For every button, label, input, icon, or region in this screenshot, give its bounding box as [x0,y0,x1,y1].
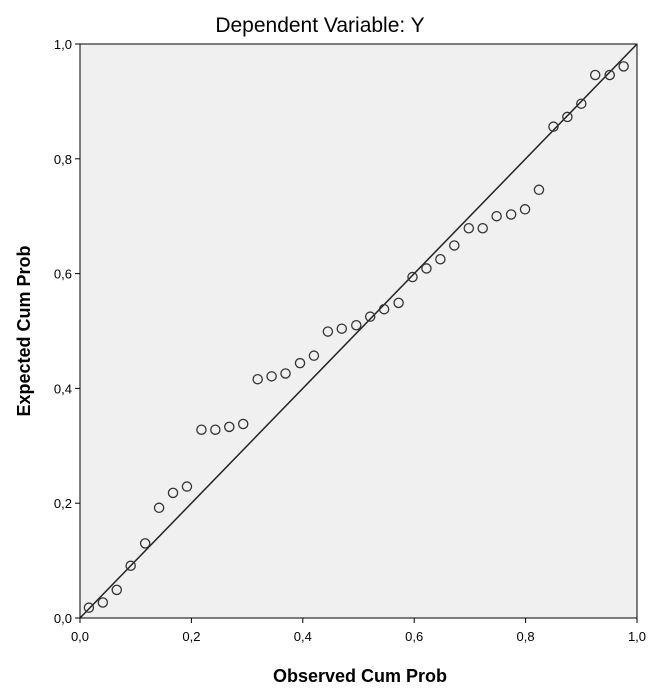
x-tick-label: 1,0 [628,629,646,644]
data-point [308,350,320,361]
y-tick-label: 0,0 [54,611,72,626]
data-points [83,61,629,613]
x-tick-label: 0,0 [71,629,89,644]
y-tick-label: 0,8 [54,152,72,167]
data-point [125,560,136,572]
x-tick-label: 0,6 [405,629,423,644]
data-point [407,271,418,283]
reference-line [79,43,638,619]
y-axis-label: Expected Cum Prob [14,245,34,416]
data-point [266,371,277,382]
data-point [491,210,502,222]
data-point [322,326,334,337]
x-axis-label: Observed Cum Prob [273,666,447,686]
data-point [393,297,404,309]
data-point [604,69,615,81]
data-point [181,481,193,492]
x-axis-ticks: 0,0 0,2 0,4 0,6 0,8 1,0 [71,618,646,644]
data-point [463,223,475,234]
data-point [449,240,460,251]
chart-title: Dependent Variable: Y [215,14,424,37]
data-point [83,602,95,613]
data-point [97,597,109,608]
data-point [519,204,531,215]
data-point [618,61,629,72]
data-point [562,111,573,123]
data-point [548,121,559,132]
data-point [111,584,123,596]
data-point [196,424,207,435]
y-tick-label: 0,2 [54,496,72,511]
data-point [294,357,306,369]
data-point [336,323,348,334]
data-point [378,303,390,315]
data-point [237,418,249,430]
data-point [139,538,151,549]
data-point [280,368,291,379]
data-point [364,311,376,322]
data-point [576,98,587,109]
data-point [351,320,362,331]
x-tick-label: 0,4 [294,629,312,644]
y-axis-ticks: 0,0 0,2 0,4 0,6 0,8 1,0 [54,37,80,626]
data-point [533,184,545,196]
data-point [252,373,263,385]
data-point [210,424,221,435]
x-tick-label: 0,8 [517,629,535,644]
data-point [421,263,432,274]
data-point [153,502,165,514]
data-point [435,253,446,265]
y-tick-label: 0,6 [54,267,72,282]
data-point [505,209,517,220]
data-point [167,487,179,499]
data-point [224,421,235,433]
x-tick-label: 0,2 [182,629,200,644]
data-point [589,69,601,81]
y-tick-label: 1,0 [54,37,72,52]
y-tick-label: 0,4 [54,381,72,396]
data-point [477,223,488,234]
